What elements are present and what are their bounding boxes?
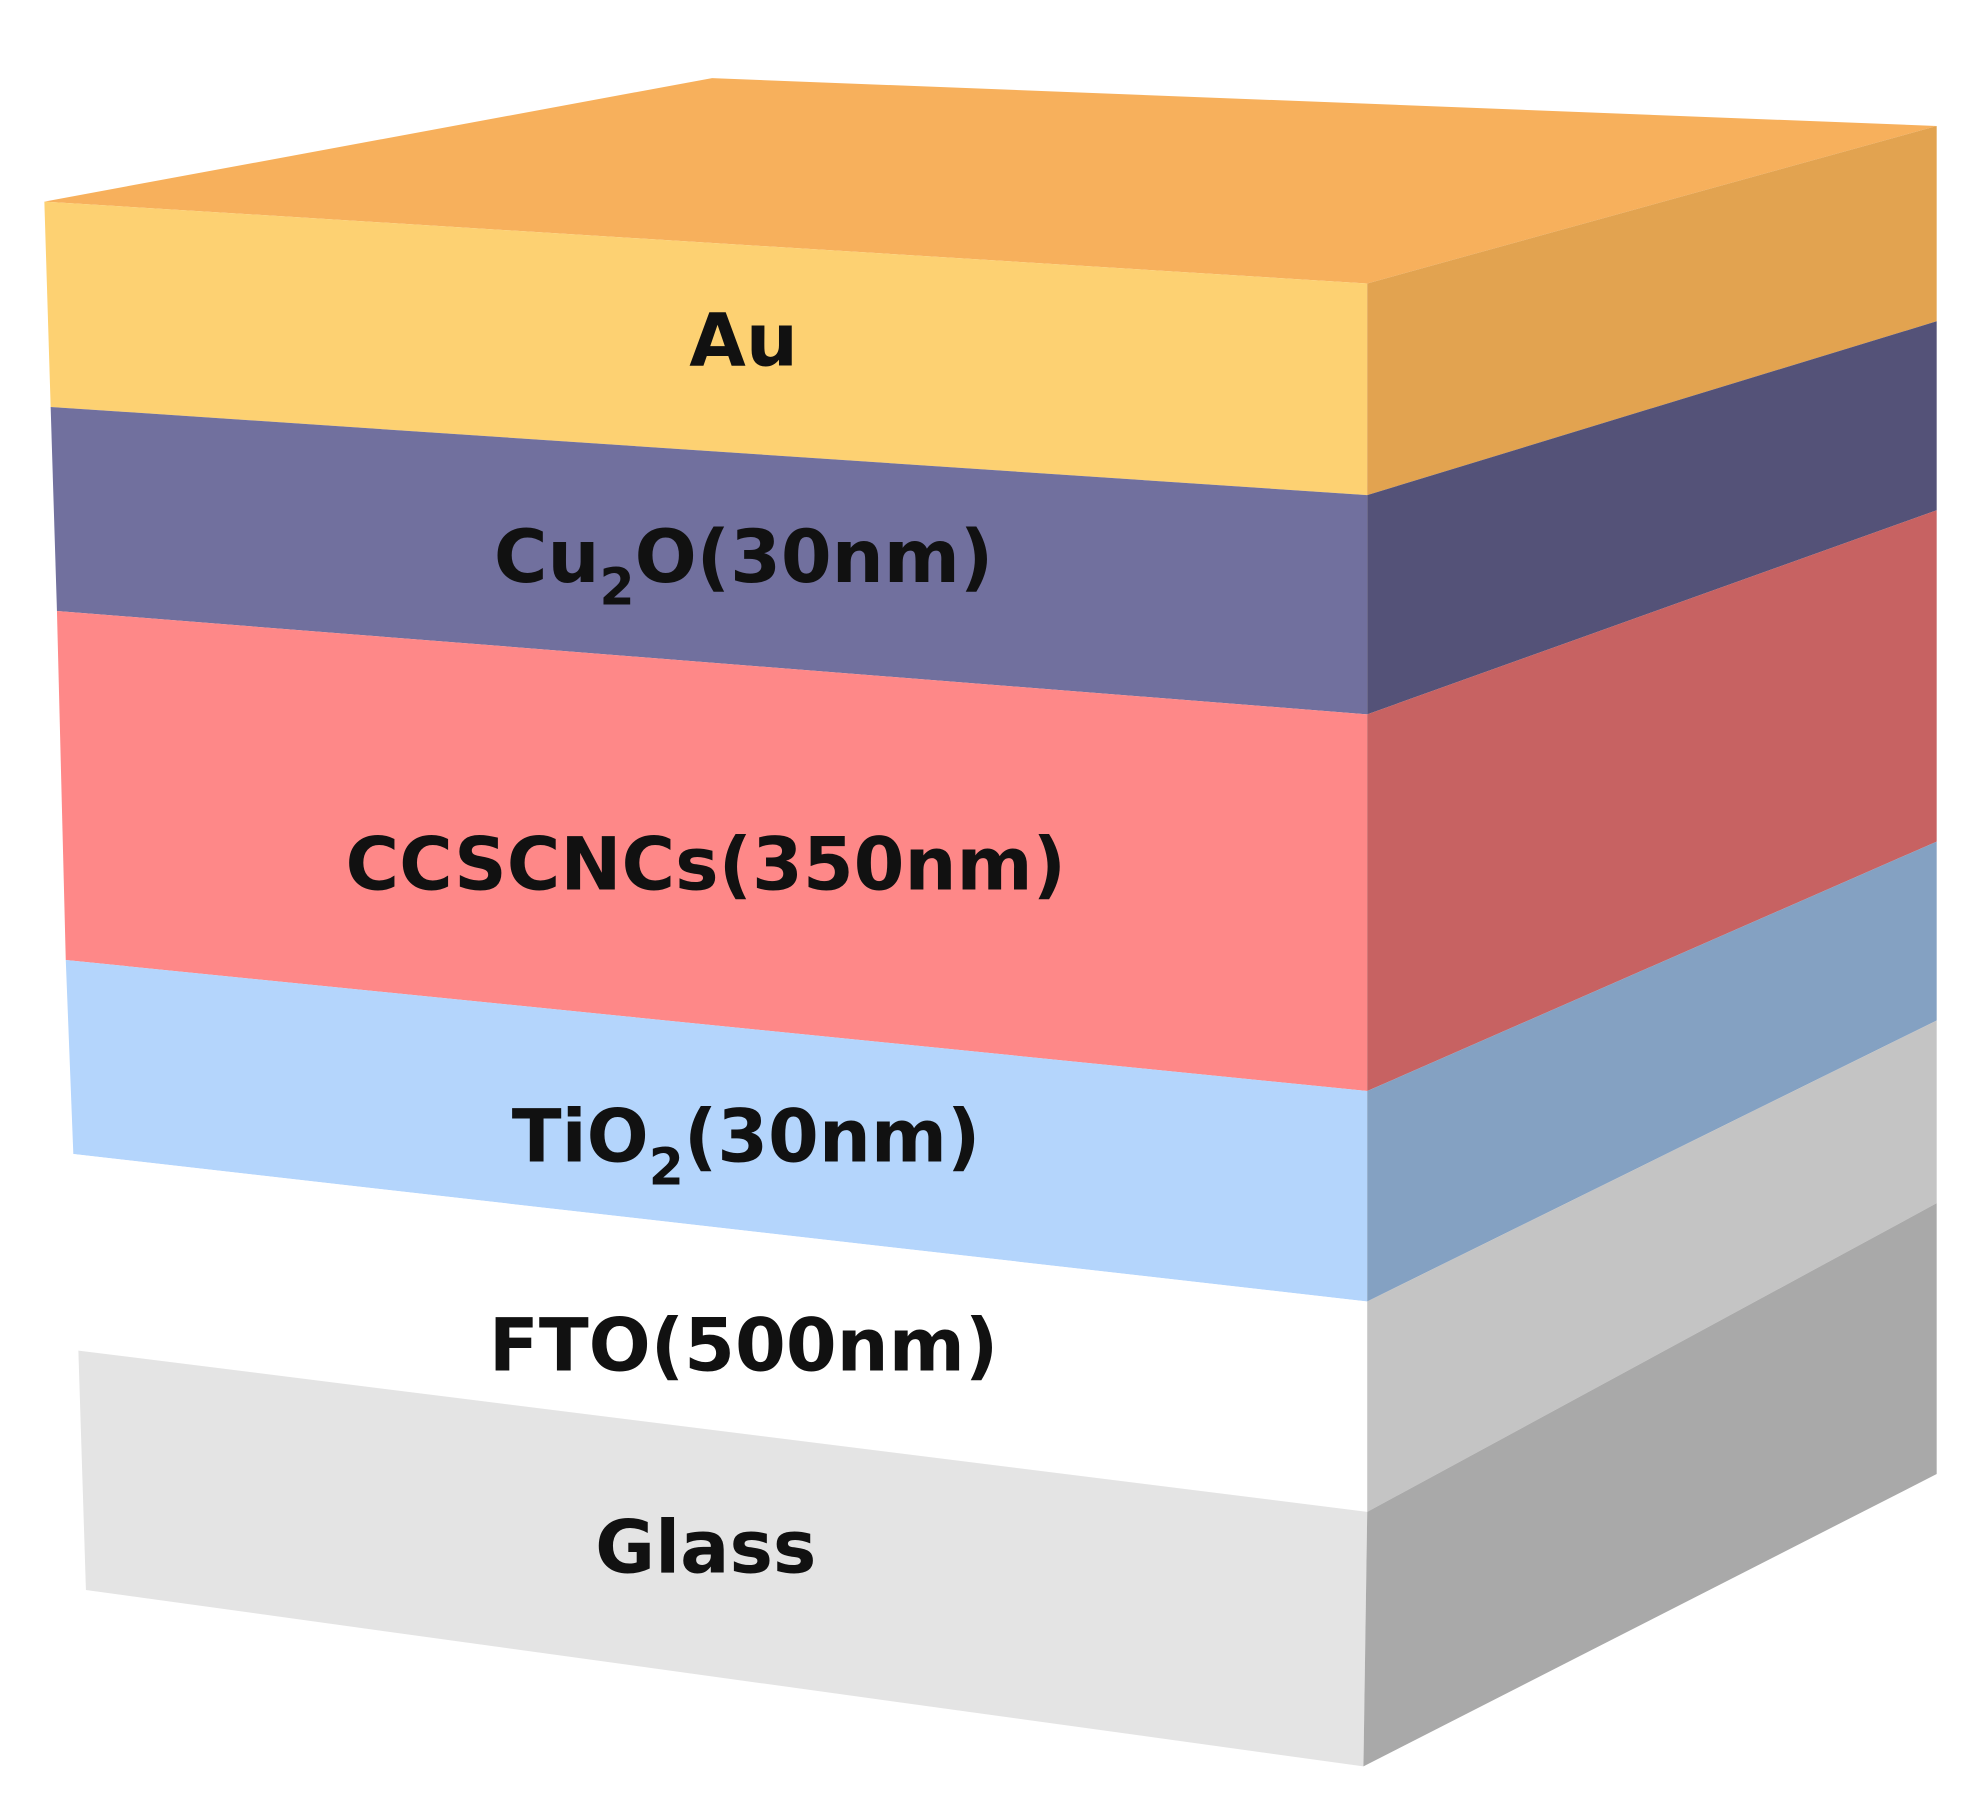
au-side [1367, 125, 1937, 496]
tio2-front [65, 960, 1368, 1302]
layer-label: Au [689, 298, 798, 383]
glass-side [1363, 1203, 1937, 1767]
tio2-side [1367, 841, 1937, 1302]
label-subscript: 2 [600, 558, 635, 617]
label-text: Cu [494, 515, 600, 600]
label-text: TiO [512, 1095, 649, 1180]
label-subscript: 2 [649, 1137, 684, 1196]
label-text: O(30nm) [635, 515, 994, 600]
glass-front [78, 1350, 1368, 1767]
au-front [44, 201, 1368, 496]
ccscncs-front [56, 611, 1368, 1092]
layer-label: Cu2O(30nm) [494, 515, 993, 617]
layer-label: CCSCNCs(350nm) [346, 822, 1067, 907]
layer-label: TiO2(30nm) [512, 1095, 981, 1197]
cu2o-side [1367, 321, 1937, 715]
top-face [44, 78, 1937, 284]
layer-label: Glass [595, 1505, 816, 1590]
label-text: CCSCNCs(350nm) [346, 822, 1067, 907]
label-text: Glass [595, 1505, 816, 1590]
layer-label: FTO(500nm) [489, 1304, 998, 1389]
label-text: (30nm) [684, 1095, 981, 1180]
fto-side [1367, 1020, 1937, 1512]
fto-front [73, 1154, 1368, 1512]
ccscncs-side [1367, 510, 1937, 1092]
label-text: FTO(500nm) [489, 1304, 998, 1389]
label-text: Au [689, 298, 798, 383]
cu2o-front [50, 406, 1368, 715]
